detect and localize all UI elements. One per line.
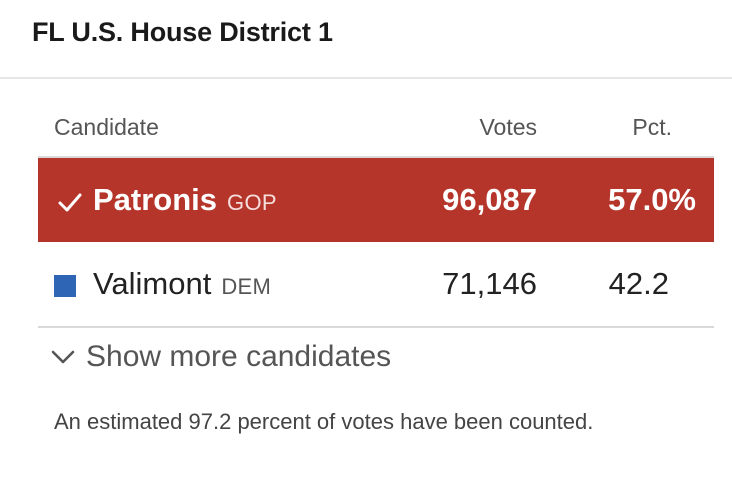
results-header: FL U.S. House District 1 bbox=[0, 0, 732, 79]
column-header-candidate: Candidate bbox=[54, 114, 159, 140]
column-header-votes: Votes bbox=[479, 114, 537, 140]
results-table: Candidate Votes Pct. Patronis GOP 96,087 … bbox=[38, 100, 714, 328]
chevron-down-icon bbox=[51, 350, 75, 364]
candidate-name: Valimont DEM bbox=[93, 266, 272, 301]
race-title: FL U.S. House District 1 bbox=[32, 17, 333, 47]
party-swatch-icon bbox=[54, 275, 76, 297]
candidate-party: GOP bbox=[227, 190, 277, 215]
show-more-label: Show more candidates bbox=[86, 340, 392, 373]
candidate-pct: 57.0% bbox=[608, 182, 696, 217]
checkmark-icon bbox=[58, 193, 82, 212]
table-row: Valimont DEM 71,146 42.2 bbox=[38, 242, 714, 328]
candidate-name: Patronis GOP bbox=[93, 182, 277, 217]
candidate-votes: 71,146 bbox=[442, 266, 537, 301]
candidate-votes: 96,087 bbox=[442, 182, 537, 217]
show-more-candidates-button[interactable]: Show more candidates bbox=[50, 340, 391, 374]
counted-note: An estimated 97.2 percent of votes have … bbox=[54, 409, 594, 434]
table-row-winner: Patronis GOP 96,087 57.0% bbox=[38, 158, 714, 242]
candidate-party: DEM bbox=[221, 274, 272, 299]
candidate-pct: 42.2 bbox=[608, 266, 669, 301]
table-header: Candidate Votes Pct. bbox=[38, 100, 714, 158]
column-header-pct: Pct. bbox=[632, 114, 672, 140]
